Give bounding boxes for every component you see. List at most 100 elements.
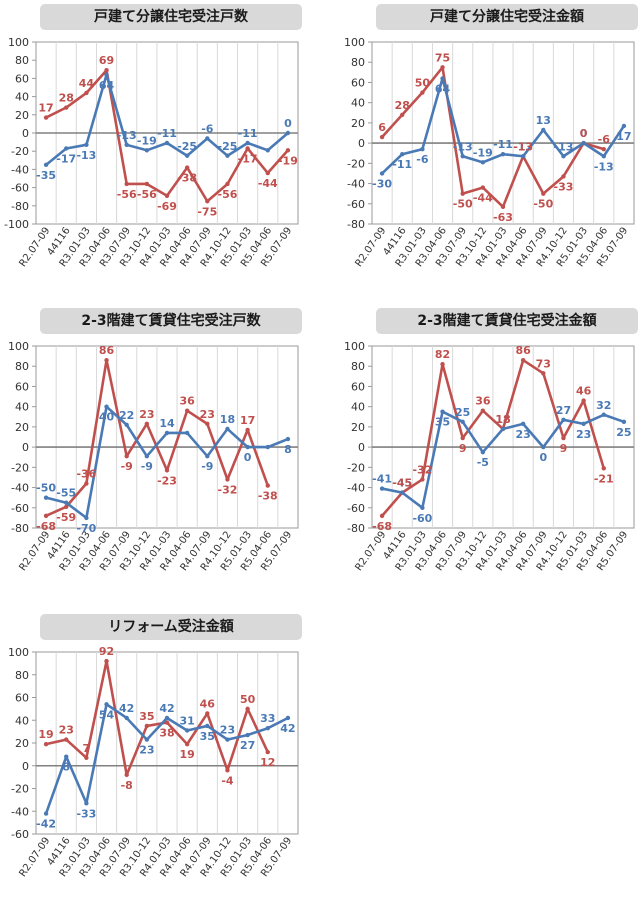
y-tick-label: 20 xyxy=(15,109,29,122)
data-point-red xyxy=(205,421,210,427)
data-label-blue: -33 xyxy=(76,807,96,820)
data-label-red: -45 xyxy=(392,477,412,490)
data-point-red xyxy=(124,454,129,459)
data-label-red: -6 xyxy=(598,133,611,146)
data-point-blue xyxy=(520,154,526,159)
y-tick-label: 80 xyxy=(15,54,29,67)
y-tick-label: 40 xyxy=(15,401,29,414)
data-label-red: -56 xyxy=(137,188,157,201)
data-point-red xyxy=(64,105,69,110)
y-tick-label: -60 xyxy=(347,198,365,211)
data-point-blue xyxy=(64,146,69,151)
data-label-blue: 25 xyxy=(616,426,631,439)
y-tick-label: 60 xyxy=(15,380,29,393)
data-label-red: 73 xyxy=(536,357,551,370)
y-tick-label: 0 xyxy=(358,137,365,150)
data-label-blue: 27 xyxy=(240,739,255,752)
data-label-blue: 23 xyxy=(139,744,154,757)
data-label-blue: -9 xyxy=(201,460,213,473)
data-point-blue xyxy=(124,422,129,428)
y-tick-label: -60 xyxy=(347,502,365,515)
data-label-blue: -60 xyxy=(412,512,432,525)
data-label-red: 19 xyxy=(38,728,53,741)
data-point-blue xyxy=(104,404,109,409)
plot-area xyxy=(371,41,635,225)
data-point-red xyxy=(460,435,465,441)
data-point-blue xyxy=(500,426,506,432)
data-point-red xyxy=(84,90,89,96)
data-point-red xyxy=(64,504,69,509)
data-point-blue xyxy=(43,811,49,816)
data-label-blue: 42 xyxy=(280,722,295,735)
chart-svg: -80-60-40-20020406080100R2.07-0944116R3.… xyxy=(8,340,299,573)
data-label-blue: 23 xyxy=(515,428,530,441)
data-point-red xyxy=(164,193,170,198)
data-label-blue: -55 xyxy=(56,487,76,500)
data-label-red: 50 xyxy=(415,77,431,90)
y-tick-label: 80 xyxy=(15,669,29,682)
data-label-red: 9 xyxy=(459,442,467,455)
data-point-red xyxy=(265,483,270,488)
data-label-blue: -25 xyxy=(177,140,197,153)
data-point-red xyxy=(144,181,150,187)
data-point-blue xyxy=(265,148,270,153)
data-point-blue xyxy=(164,430,170,436)
data-point-blue xyxy=(205,723,210,729)
data-label-blue: -13 xyxy=(594,160,614,173)
data-point-blue xyxy=(205,136,210,141)
data-label-red: 44 xyxy=(79,77,95,90)
y-tick-label: 100 xyxy=(8,646,29,659)
data-point-blue xyxy=(400,152,405,157)
chart-svg: -60-40-20020406080100R2.07-0944116R3.01-… xyxy=(8,645,299,879)
series-line-red xyxy=(45,659,269,777)
y-tick-label: -20 xyxy=(347,461,365,474)
data-label-blue: -13 xyxy=(453,140,473,153)
y-tick-label: -100 xyxy=(4,218,29,231)
data-point-red xyxy=(144,421,150,427)
data-label-red: 19 xyxy=(179,748,194,761)
y-tick-label: 0 xyxy=(358,441,365,454)
data-point-red xyxy=(440,362,445,367)
data-point-blue xyxy=(285,715,291,721)
data-point-blue xyxy=(245,140,250,146)
data-label-red: 35 xyxy=(139,710,154,723)
chart-panel-3: 2-3階建て賃貸住宅受注戸数 -80 -60 -40 -20 0 20 40 60 80 100 R… xyxy=(2,308,302,608)
y-tick-label: -40 xyxy=(11,805,29,818)
data-point-red xyxy=(84,755,89,760)
data-point-blue xyxy=(420,505,425,510)
data-point-red xyxy=(420,90,425,95)
data-point-red xyxy=(265,170,270,176)
y-tick-label: -40 xyxy=(11,482,29,495)
data-label-blue: 18 xyxy=(220,413,235,426)
data-label-red: -38 xyxy=(258,490,278,503)
data-label-blue: -6 xyxy=(201,122,214,135)
data-label-red: -75 xyxy=(197,205,217,218)
data-point-blue xyxy=(104,702,109,707)
data-point-blue xyxy=(205,454,210,459)
data-point-red xyxy=(561,435,566,441)
data-label-blue: -13 xyxy=(76,149,96,162)
data-point-red xyxy=(205,199,210,204)
data-label-red: 86 xyxy=(99,344,115,357)
y-tick-label: 60 xyxy=(15,692,29,705)
data-point-blue xyxy=(104,72,109,77)
data-label-blue: 40 xyxy=(99,411,115,424)
data-label-blue: -9 xyxy=(141,460,153,473)
data-label-red: 46 xyxy=(200,697,216,710)
data-label-red: 17 xyxy=(240,414,255,427)
data-point-blue xyxy=(601,154,606,159)
y-tick-label: 100 xyxy=(8,36,29,49)
data-label-red: 69 xyxy=(99,54,114,67)
y-tick-label: -80 xyxy=(11,200,29,213)
y-tick-label: 80 xyxy=(351,56,365,69)
data-label-red: -21 xyxy=(594,472,614,485)
y-tick-label: 100 xyxy=(344,340,365,353)
data-label-blue: 8 xyxy=(62,761,70,774)
y-tick-label: 20 xyxy=(351,117,365,130)
data-point-red xyxy=(225,477,230,482)
data-label-red: -8 xyxy=(121,779,133,792)
data-label-red: 9 xyxy=(560,442,568,455)
data-point-blue xyxy=(184,728,190,733)
data-point-blue xyxy=(581,421,586,427)
data-label-red: -9 xyxy=(121,460,133,473)
